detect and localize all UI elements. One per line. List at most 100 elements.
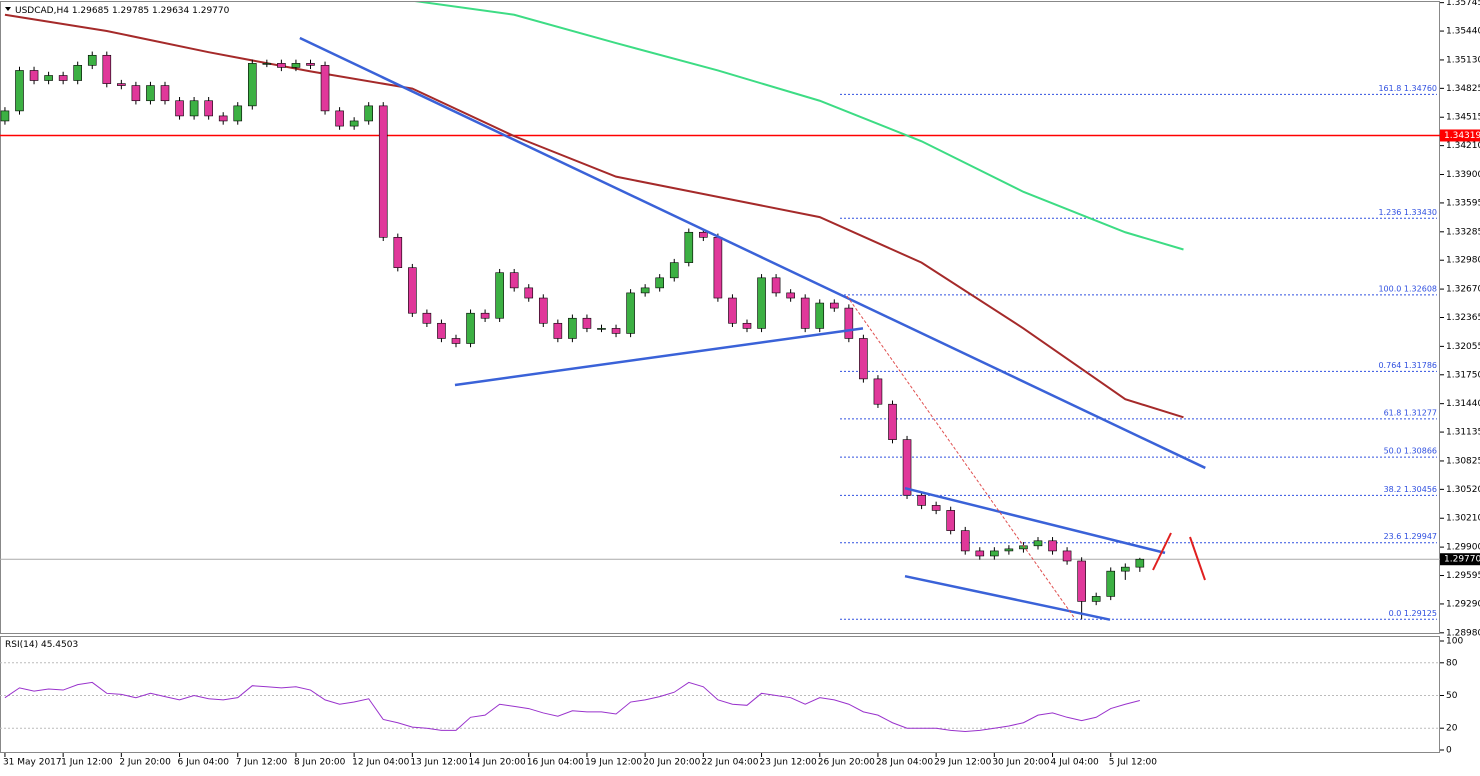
- moving-average: [414, 2, 1184, 251]
- rsi-tick-label: 0: [1446, 746, 1452, 756]
- main-plot: 161.8 1.34760 1.236 1.33430 100.0 1.32608 0…: [0, 2, 1440, 621]
- y-tick-label: 1.33900: [1446, 170, 1480, 180]
- candle-body: [684, 231, 694, 263]
- rsi-tick-label: 100: [1446, 637, 1463, 647]
- trendline: [904, 486, 1166, 555]
- x-tick-label: 2 Jun 20:00: [119, 758, 171, 768]
- y-tick-label: 1.30825: [1446, 456, 1480, 466]
- y-tick-label: 1.29595: [1446, 571, 1480, 581]
- candle-body: [975, 550, 985, 557]
- candle-body: [451, 338, 461, 344]
- fib-label: 50.0 1.30866: [1384, 447, 1437, 456]
- candle-body: [960, 530, 970, 552]
- candle-body: [946, 510, 955, 531]
- fib-label: 100.0 1.32608: [1378, 284, 1437, 293]
- x-tick-label: 26 Jun 20:00: [818, 758, 875, 768]
- candle-body: [917, 494, 926, 506]
- symbol: USDCAD,H4: [15, 6, 69, 16]
- x-tick-label: 12 Jun 04:00: [352, 758, 409, 768]
- candle-body: [0, 110, 10, 122]
- main-panel: [0, 1, 1440, 634]
- candle-body: [466, 312, 475, 344]
- rsi-panel: [0, 636, 1440, 753]
- y-tick-label: 1.30520: [1446, 485, 1480, 495]
- y-tick-label: 1.29900: [1446, 543, 1480, 553]
- fib-label: 23.6 1.29947: [1384, 532, 1437, 541]
- axes: 1.35745 1.35440 1.35130 1.34825 1.34515 1.342…: [3, 0, 1480, 768]
- candle-body: [349, 120, 359, 127]
- x-tick-label: 20 Jun 20:00: [643, 758, 700, 768]
- x-tick-label: 8 Jun 20:00: [294, 758, 346, 768]
- candle-body: [669, 262, 679, 279]
- candle-body: [291, 63, 301, 68]
- candle-body: [1004, 548, 1014, 552]
- candle-body: [146, 85, 155, 102]
- resistance-label: 1.34319: [1444, 131, 1480, 141]
- candle-body: [131, 85, 141, 102]
- candle-body: [1033, 540, 1043, 547]
- candle-body: [742, 322, 752, 329]
- y-tick-label: 1.34210: [1446, 141, 1480, 151]
- candle-body: [1106, 570, 1116, 597]
- candle-body: [480, 312, 490, 319]
- chart-header: USDCAD,H4 1.29685 1.29785 1.29634 1.2977…: [15, 6, 230, 16]
- candle-body: [117, 83, 126, 86]
- candle-body: [990, 550, 999, 557]
- y-tick-label: 1.30210: [1446, 514, 1480, 524]
- fib-label: 61.8 1.31277: [1384, 408, 1437, 417]
- x-tick-label: 14 Jun 20:00: [469, 758, 526, 768]
- y-tick-label: 1.31750: [1446, 370, 1480, 380]
- moving-average: [4, 13, 1184, 419]
- x-tick-label: 22 Jun 04:00: [701, 758, 758, 768]
- candle-body: [87, 54, 97, 66]
- menu-arrow[interactable]: [5, 7, 11, 11]
- candle-body: [102, 54, 112, 84]
- candle-body: [859, 338, 868, 380]
- x-tick-label: 6 Jun 04:00: [178, 758, 230, 768]
- x-tick-label: 31 May 2017: [3, 758, 62, 768]
- candle-body: [233, 105, 243, 122]
- candle-body: [713, 236, 723, 299]
- candle-body: [1048, 540, 1057, 552]
- candle-body: [29, 70, 39, 81]
- resistance-badge: [1440, 129, 1480, 142]
- fib-label: 0.764 1.31786: [1378, 361, 1437, 370]
- x-tick-label: 13 Jun 12:00: [410, 758, 467, 768]
- candle-body: [218, 115, 228, 122]
- candle-body: [393, 236, 403, 268]
- candle-body: [844, 307, 854, 339]
- candle-body: [160, 85, 170, 102]
- x-tick-label: 1 Jun 12:00: [61, 758, 113, 768]
- fib-label: 38.2 1.30456: [1384, 485, 1437, 494]
- arrow-mark: [1189, 536, 1206, 581]
- y-tick-label: 1.31135: [1446, 428, 1480, 438]
- candle-body: [247, 63, 257, 107]
- y-tick-label: 1.32670: [1446, 285, 1480, 295]
- candle-body: [1062, 550, 1072, 562]
- candle-body: [175, 100, 184, 117]
- candle-body: [1135, 558, 1145, 568]
- candle-body: [1077, 560, 1086, 602]
- candle-body: [524, 287, 534, 299]
- trendline: [846, 295, 1076, 619]
- candle-body: [902, 439, 912, 496]
- candle-body: [568, 317, 577, 339]
- candle-body: [73, 65, 82, 81]
- y-tick-label: 1.35745: [1446, 0, 1480, 8]
- fib-label: 1.236 1.33430: [1378, 208, 1437, 217]
- x-tick-label: 29 Jun 12:00: [934, 758, 991, 768]
- candle-body: [1120, 566, 1130, 572]
- candle-body: [437, 322, 446, 339]
- y-tick-label: 1.32365: [1446, 313, 1480, 323]
- arrow-mark: [1152, 532, 1172, 571]
- candle-body: [815, 302, 825, 329]
- candle-body: [757, 277, 766, 329]
- candle-body: [509, 272, 519, 289]
- candle-body: [771, 277, 781, 294]
- x-tick-label: 23 Jun 12:00: [760, 758, 817, 768]
- candle-body: [553, 322, 563, 339]
- candle-body: [44, 75, 53, 81]
- y-tick-label: 1.34825: [1446, 84, 1480, 94]
